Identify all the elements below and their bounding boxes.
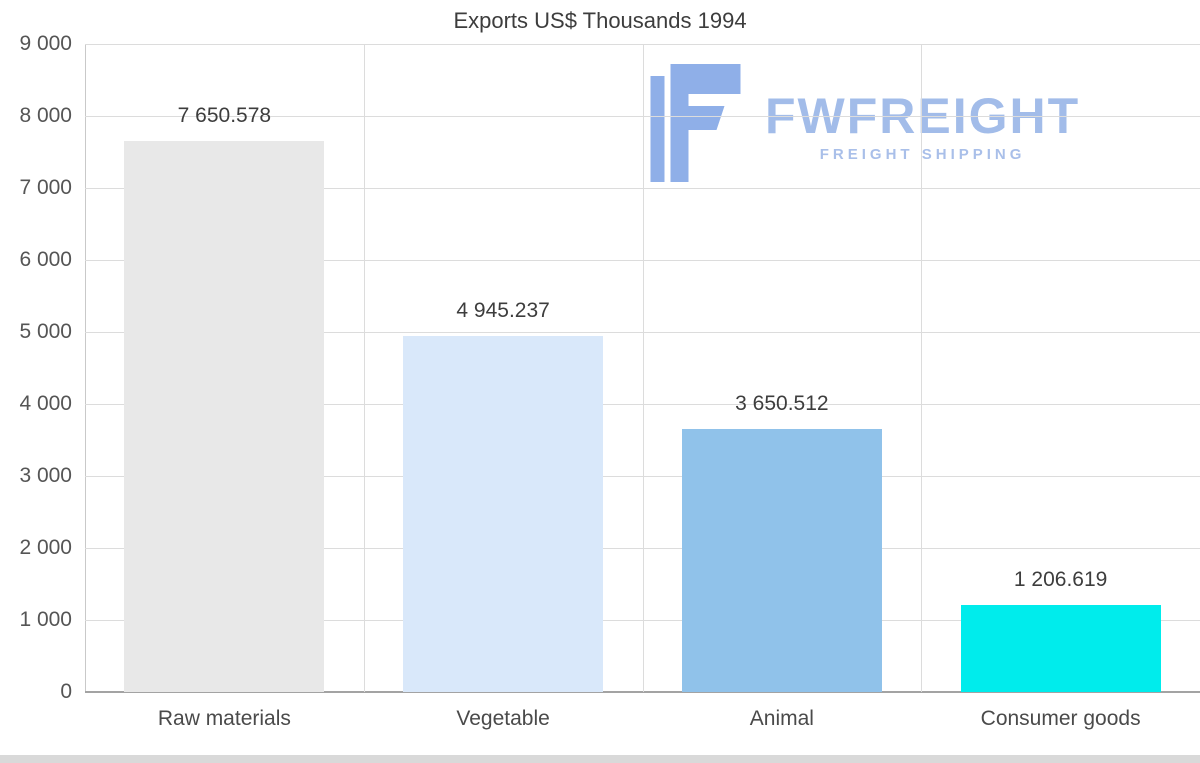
x-axis-line [85, 691, 1200, 693]
y-tick-label-1000: 1 000 [19, 608, 72, 631]
value-label-animal: 3 650.512 [735, 392, 829, 416]
y-tick-label-2000: 2 000 [19, 536, 72, 559]
value-label-vegetable: 4 945.237 [456, 298, 550, 322]
y-tick-label-7000: 7 000 [19, 176, 72, 199]
value-label-consumer-goods: 1 206.619 [1013, 568, 1108, 592]
y-tick-label-0: 0 [60, 680, 72, 703]
bar-animal[interactable] [681, 429, 882, 692]
fwfreight-logo-icon [648, 64, 743, 187]
y-axis-line [85, 44, 86, 692]
gridline-v-3 [921, 44, 923, 692]
bar-consumer-goods[interactable] [960, 605, 1161, 692]
y-tick-label-5000: 5 000 [19, 320, 72, 343]
x-label-vegetable: Vegetable [456, 707, 550, 730]
gridline-v-1 [363, 44, 365, 692]
x-label-animal: Animal [749, 707, 814, 730]
y-tick-label-6000: 6 000 [19, 248, 72, 271]
gridline-v-2 [642, 44, 644, 692]
bar-raw-materials[interactable] [124, 141, 325, 692]
y-tick-label-4000: 4 000 [19, 392, 72, 415]
bottom-strip [0, 755, 1200, 763]
logo-text: FWFREIGHT FREIGHT SHIPPING [765, 89, 1080, 163]
y-tick-label-3000: 3 000 [19, 464, 72, 487]
x-label-raw-materials: Raw materials [157, 707, 291, 730]
logo-tagline: FREIGHT SHIPPING [819, 145, 1026, 163]
chart-title: Exports US$ Thousands 1994 [453, 8, 747, 33]
y-tick-label-9000: 9 000 [19, 32, 72, 55]
y-tick-label-8000: 8 000 [19, 104, 72, 127]
x-label-consumer-goods: Consumer goods [980, 707, 1141, 730]
bar-vegetable[interactable] [403, 335, 604, 692]
logo: FWFREIGHT FREIGHT SHIPPING [648, 64, 1080, 187]
value-label-raw-materials: 7 650.578 [177, 104, 272, 128]
